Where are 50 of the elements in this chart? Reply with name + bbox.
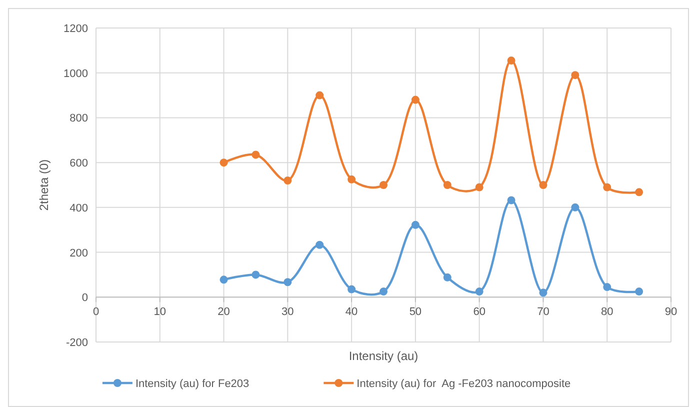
point: [635, 188, 644, 196]
point: [348, 175, 356, 184]
y-tick-label: 1200: [64, 23, 88, 35]
y-tick-label: -200: [66, 337, 88, 349]
point: [443, 273, 452, 282]
point: [316, 240, 324, 249]
point: [539, 181, 548, 189]
point: [635, 288, 644, 296]
point: [348, 285, 356, 294]
x-tick-label: 20: [218, 306, 230, 318]
point: [380, 181, 388, 189]
point: [252, 270, 260, 279]
y-tick-label: 1000: [64, 68, 88, 80]
y-tick-label: 400: [70, 202, 88, 214]
point: [475, 183, 484, 192]
y-tick-label: 600: [70, 158, 88, 170]
point: [475, 288, 484, 296]
point: [603, 183, 612, 192]
x-tick-label: 90: [664, 306, 678, 318]
point: [411, 220, 420, 229]
point: [411, 96, 420, 104]
x-tick-label: 40: [345, 306, 358, 318]
point: [603, 283, 612, 292]
x-axis-title: Intensity (au): [348, 349, 418, 363]
x-tick-label: 10: [154, 306, 166, 318]
x-tick-label: 50: [409, 306, 422, 318]
point: [284, 176, 292, 185]
x-tick-label: 60: [473, 306, 486, 318]
x-tick-label: 70: [537, 306, 550, 318]
legend-label: Intensity (au) for Fe203: [135, 378, 250, 390]
point: [220, 276, 228, 284]
point: [507, 196, 516, 204]
x-tick-label: 0: [92, 306, 100, 318]
point: [571, 203, 580, 212]
y-tick-label: 800: [70, 112, 88, 125]
point: [316, 91, 324, 100]
point: [380, 288, 388, 296]
x-tick-label: 30: [282, 306, 294, 318]
point: [284, 278, 292, 286]
point: [507, 56, 516, 65]
point: [252, 150, 260, 159]
legend-label: Intensity (au) for Ag -Fe203 nanocomposite: [356, 378, 571, 390]
point: [571, 71, 580, 80]
y-axis-title: 2theta (0): [37, 159, 51, 211]
y-tick-label: 0: [82, 292, 88, 304]
y-tick-label: 200: [70, 247, 88, 260]
point: [539, 288, 548, 297]
point: [220, 158, 228, 167]
x-tick-label: 80: [600, 306, 614, 318]
point: [443, 181, 452, 189]
